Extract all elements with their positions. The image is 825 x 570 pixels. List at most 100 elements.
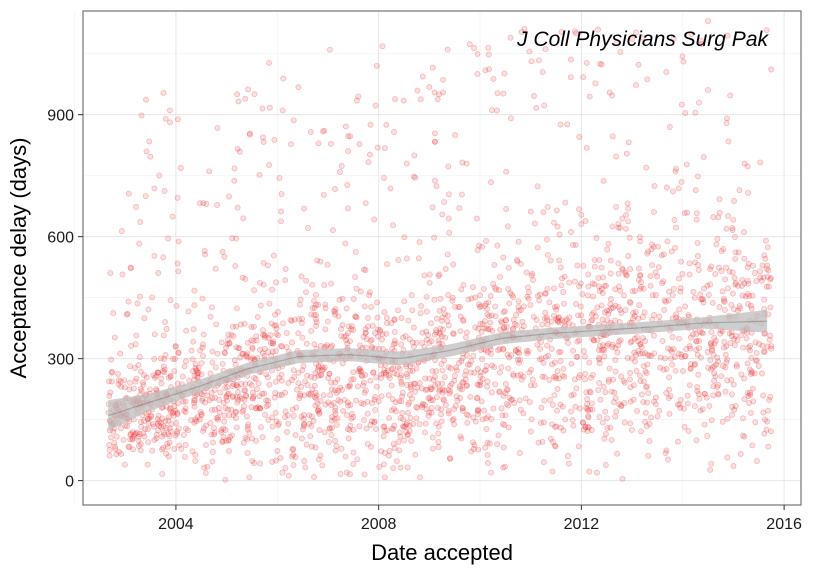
data-point — [165, 235, 171, 242]
data-point — [154, 369, 161, 376]
data-point — [343, 469, 350, 476]
data-point — [260, 134, 266, 141]
data-point — [586, 93, 593, 100]
data-point — [598, 286, 605, 293]
data-point — [304, 372, 311, 379]
data-point — [621, 400, 628, 407]
data-point — [570, 242, 576, 249]
data-point — [380, 433, 387, 440]
data-point — [171, 368, 178, 375]
data-point — [350, 369, 357, 376]
data-point — [193, 418, 200, 425]
data-point — [652, 292, 659, 298]
data-point — [511, 400, 518, 406]
data-point — [694, 253, 701, 259]
data-point — [269, 340, 276, 347]
data-point — [458, 358, 465, 365]
data-point — [398, 398, 405, 405]
data-point — [404, 432, 411, 439]
data-point — [470, 439, 476, 446]
data-point — [594, 337, 601, 344]
data-point — [332, 437, 338, 444]
data-point — [199, 352, 206, 359]
data-point — [350, 449, 357, 456]
data-point — [501, 325, 507, 332]
data-point — [322, 326, 329, 333]
data-point — [593, 469, 600, 476]
data-point — [278, 343, 285, 350]
data-point — [525, 295, 532, 302]
data-point — [406, 422, 413, 429]
data-point — [317, 258, 324, 265]
data-point — [696, 337, 703, 344]
data-point — [161, 356, 168, 362]
data-point — [426, 339, 433, 346]
data-point — [400, 416, 407, 423]
data-point — [325, 438, 332, 445]
data-point — [374, 326, 381, 333]
data-point — [354, 456, 361, 463]
data-point — [591, 263, 598, 270]
data-point — [442, 334, 449, 341]
data-point — [500, 345, 507, 352]
data-point — [765, 267, 772, 274]
data-point — [390, 426, 397, 433]
data-point — [250, 393, 257, 400]
data-point — [313, 392, 320, 399]
data-point — [154, 420, 161, 427]
data-point — [574, 338, 581, 345]
data-point — [728, 301, 735, 308]
data-point — [144, 415, 151, 422]
data-point — [337, 384, 344, 391]
data-point — [308, 311, 315, 318]
data-point — [391, 445, 398, 452]
data-point — [345, 323, 352, 330]
data-point — [427, 397, 434, 404]
data-point — [174, 260, 181, 267]
data-point — [210, 439, 216, 446]
data-point — [343, 412, 350, 419]
data-point — [290, 446, 297, 453]
data-point — [445, 410, 452, 417]
data-point — [526, 48, 533, 55]
data-point — [540, 459, 547, 466]
data-point — [741, 160, 748, 167]
data-point — [147, 153, 154, 160]
data-point — [278, 392, 285, 398]
data-point — [381, 145, 388, 152]
data-point — [615, 270, 622, 277]
data-point — [632, 29, 639, 36]
data-point — [109, 368, 116, 375]
data-point — [509, 396, 516, 403]
data-point — [311, 312, 318, 319]
data-point — [140, 430, 147, 437]
data-point — [594, 304, 601, 311]
data-point — [419, 339, 426, 346]
data-point — [391, 337, 398, 344]
data-point — [121, 461, 128, 468]
data-point — [390, 341, 397, 348]
data-point — [231, 357, 238, 364]
data-point — [721, 338, 728, 345]
data-point — [701, 390, 708, 397]
data-point — [731, 342, 738, 349]
data-point — [242, 392, 249, 399]
data-point — [121, 384, 128, 391]
data-point — [607, 424, 614, 431]
data-point — [596, 342, 603, 349]
data-point — [137, 441, 144, 448]
data-point — [707, 466, 714, 473]
data-point — [338, 163, 345, 169]
data-point — [234, 204, 241, 211]
data-point — [636, 234, 643, 241]
data-point — [744, 390, 751, 397]
data-point — [612, 357, 619, 364]
data-point — [642, 338, 649, 344]
data-point — [379, 331, 386, 338]
data-point — [639, 335, 646, 342]
data-point — [298, 413, 305, 420]
data-point — [265, 262, 271, 269]
data-point — [514, 349, 521, 356]
data-point — [677, 396, 684, 403]
data-point — [590, 293, 597, 300]
